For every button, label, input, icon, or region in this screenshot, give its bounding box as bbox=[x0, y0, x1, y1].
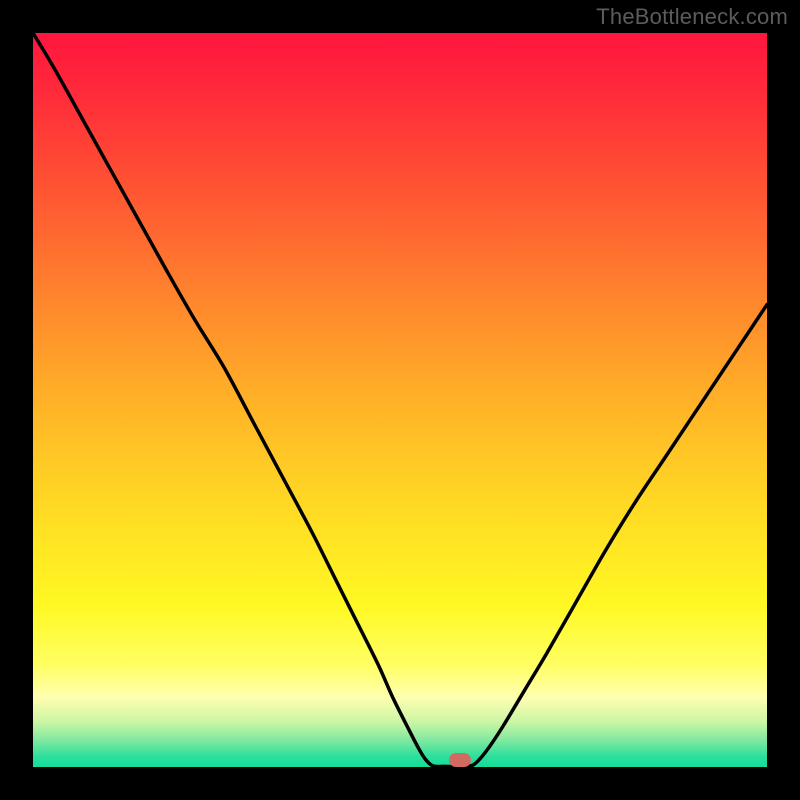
plot-area bbox=[33, 33, 767, 767]
bottleneck-curve bbox=[33, 33, 767, 767]
chart-container: TheBottleneck.com bbox=[0, 0, 800, 800]
watermark-text: TheBottleneck.com bbox=[596, 4, 788, 30]
optimal-point-marker bbox=[449, 753, 471, 767]
